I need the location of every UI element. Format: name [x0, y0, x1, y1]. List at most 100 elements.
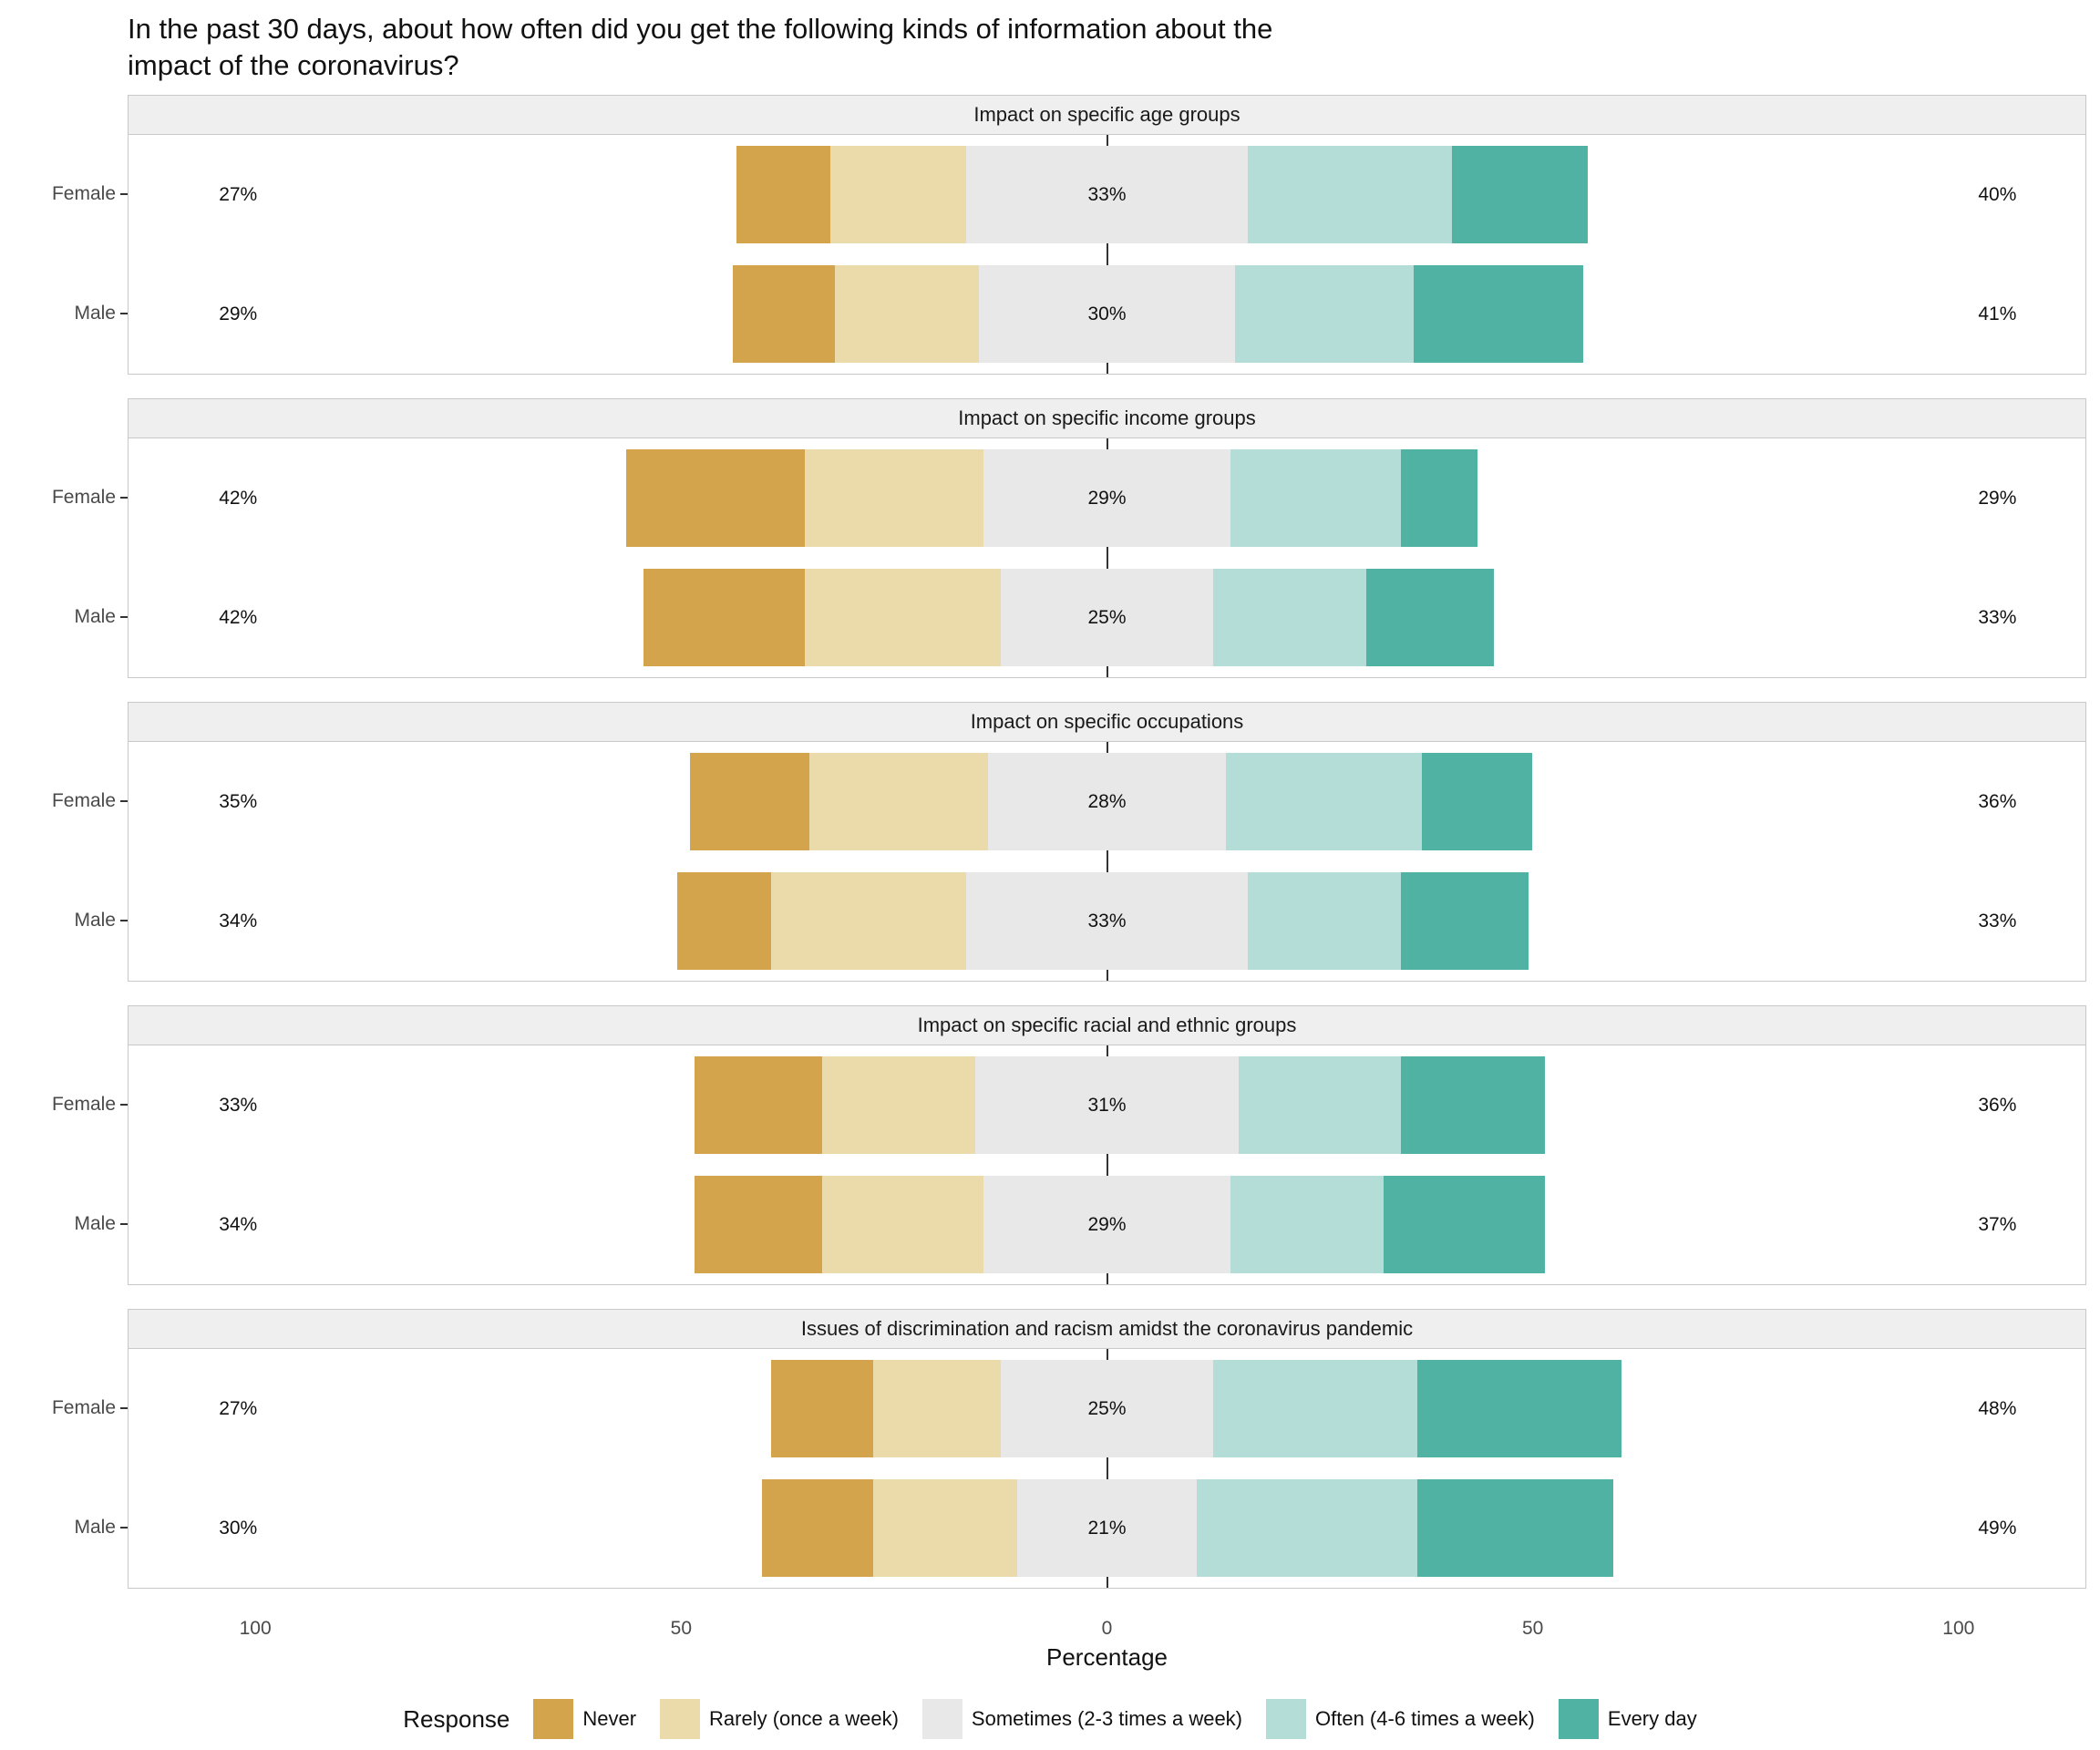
legend-label: Rarely (once a week)	[709, 1707, 899, 1730]
strip-spacer	[0, 702, 128, 741]
mid-value-label: 29%	[1087, 487, 1127, 509]
bar-segment-rarely	[770, 872, 967, 970]
bar-segment-every_day	[1400, 449, 1477, 547]
left-value-label: 42%	[219, 606, 258, 628]
bar-segment-every_day	[1400, 1056, 1546, 1154]
strip-spacer	[0, 1309, 128, 1348]
y-axis-labels: Female Male	[0, 1309, 128, 1589]
bar-row-male: 42% 25% 33%	[129, 558, 2085, 677]
y-axis-tick	[120, 496, 128, 499]
strip-spacer	[0, 95, 128, 134]
zero-reference-line	[1106, 742, 1108, 981]
y-axis-label: Female	[0, 1348, 128, 1467]
bar-row-female: 35% 28% 36%	[129, 742, 2085, 861]
legend-swatch-never	[533, 1699, 574, 1739]
bar-segment-sometimes	[966, 872, 1248, 970]
legend-swatch-often	[1266, 1699, 1307, 1739]
bar-row-female: 33% 31% 36%	[129, 1045, 2085, 1165]
bar-segment-sometimes	[1017, 1479, 1197, 1577]
y-axis-labels: Female Male	[0, 398, 128, 678]
bar-row-male: 34% 29% 37%	[129, 1165, 2085, 1284]
y-axis-label-text: Female	[51, 1396, 116, 1418]
bar-segment-never	[762, 1479, 873, 1577]
legend-title: Response	[403, 1704, 510, 1733]
bar-segment-often	[1230, 449, 1401, 547]
bar-segment-rarely	[808, 753, 988, 850]
bar-segment-often	[1247, 146, 1452, 243]
bar-row-male: 29% 30% 41%	[129, 254, 2085, 374]
right-value-label: 33%	[1978, 910, 2017, 932]
y-axis-labels: Female Male	[0, 1005, 128, 1285]
bar-segment-often	[1213, 569, 1367, 666]
strip-spacer	[0, 1005, 128, 1045]
bar-segment-every_day	[1413, 265, 1584, 363]
facet-panel: Female Male Impact on specific occupations…	[0, 702, 2100, 982]
legend-swatch-every_day	[1558, 1699, 1599, 1739]
legend-label: Every day	[1607, 1707, 1697, 1730]
bar-segment-every_day	[1400, 872, 1529, 970]
plot-area: 27% 33% 40% 29% 30% 41%	[129, 135, 2085, 374]
bar-segment-rarely	[821, 1176, 984, 1273]
bar-segment-never	[677, 872, 771, 970]
facet-panels: Female Male Impact on specific age groups 2…	[0, 95, 2100, 1589]
legend-item: Never	[533, 1699, 636, 1739]
y-axis-label-text: Female	[51, 182, 116, 204]
bar-segment-often	[1247, 872, 1401, 970]
plot-area: 42% 29% 29% 42% 25% 33%	[129, 438, 2085, 677]
mid-value-label: 30%	[1087, 303, 1127, 324]
bar-segment-every_day	[1417, 1360, 1622, 1457]
bar-segment-never	[694, 1176, 822, 1273]
legend-label: Sometimes (2-3 times a week)	[971, 1707, 1243, 1730]
facet-panel: Female Male Impact on specific age groups 2…	[0, 95, 2100, 375]
panel: Impact on specific age groups 27% 33% 40% 29…	[128, 95, 2086, 375]
facet-strip-title: Impact on specific racial and ethnic gro…	[129, 1006, 2085, 1045]
y-axis-tick	[120, 1103, 128, 1106]
panel: Impact on specific income groups 42% 29% 29…	[128, 398, 2086, 678]
bar-segment-every_day	[1366, 569, 1495, 666]
x-axis: 100 50 0 50 100	[128, 1612, 2086, 1640]
y-axis-label-text: Female	[51, 789, 116, 811]
y-axis-label: Female	[0, 1045, 128, 1164]
facet-strip-title: Impact on specific occupations	[129, 703, 2085, 742]
right-value-label: 49%	[1978, 1517, 2017, 1539]
legend-item: Every day	[1558, 1699, 1697, 1739]
right-value-label: 41%	[1978, 303, 2017, 324]
bar-segment-sometimes	[974, 1056, 1240, 1154]
bar-segment-often	[1234, 265, 1414, 363]
bar-segment-never	[770, 1360, 873, 1457]
legend-item: Sometimes (2-3 times a week)	[921, 1699, 1243, 1739]
left-value-label: 34%	[219, 910, 258, 932]
panel: Issues of discrimination and racism amid…	[128, 1309, 2086, 1589]
bar-segment-rarely	[821, 1056, 975, 1154]
bar-segment-every_day	[1421, 753, 1533, 850]
mid-value-label: 29%	[1087, 1213, 1127, 1235]
bar-row-male: 34% 33% 33%	[129, 861, 2085, 981]
zero-reference-line	[1106, 1349, 1108, 1588]
right-value-label: 48%	[1978, 1397, 2017, 1419]
y-axis-label-text: Male	[74, 1212, 116, 1234]
plot-area: 35% 28% 36% 34% 33% 33%	[129, 742, 2085, 981]
legend-swatch-rarely	[660, 1699, 701, 1739]
bar-segment-often	[1196, 1479, 1418, 1577]
legend-label: Often (4-6 times a week)	[1315, 1707, 1535, 1730]
facet-strip-title: Issues of discrimination and racism amid…	[129, 1310, 2085, 1349]
bar-segment-never	[690, 753, 809, 850]
y-axis-label: Male	[0, 253, 128, 373]
legend-items: Never Rarely (once a week) Sometimes (2-3 …	[533, 1699, 1697, 1739]
y-axis-labels: Female Male	[0, 702, 128, 982]
bar-segment-sometimes	[1000, 569, 1214, 666]
y-axis-label-text: Male	[74, 605, 116, 627]
mid-value-label: 33%	[1087, 910, 1127, 932]
mid-value-label: 21%	[1087, 1517, 1127, 1539]
left-value-label: 33%	[219, 1094, 258, 1116]
bar-segment-every_day	[1383, 1176, 1546, 1273]
right-value-label: 36%	[1978, 1094, 2017, 1116]
chart-area: Female Male Impact on specific age groups 2…	[0, 95, 2100, 1739]
y-axis-tick	[120, 919, 128, 921]
x-axis-tick-label: 0	[1101, 1618, 1113, 1639]
bar-segment-every_day	[1451, 146, 1588, 243]
right-value-label: 36%	[1978, 790, 2017, 812]
y-axis-tick	[120, 312, 128, 314]
bar-row-female: 27% 25% 48%	[129, 1349, 2085, 1468]
x-axis-tick-label: 50	[1521, 1618, 1544, 1639]
